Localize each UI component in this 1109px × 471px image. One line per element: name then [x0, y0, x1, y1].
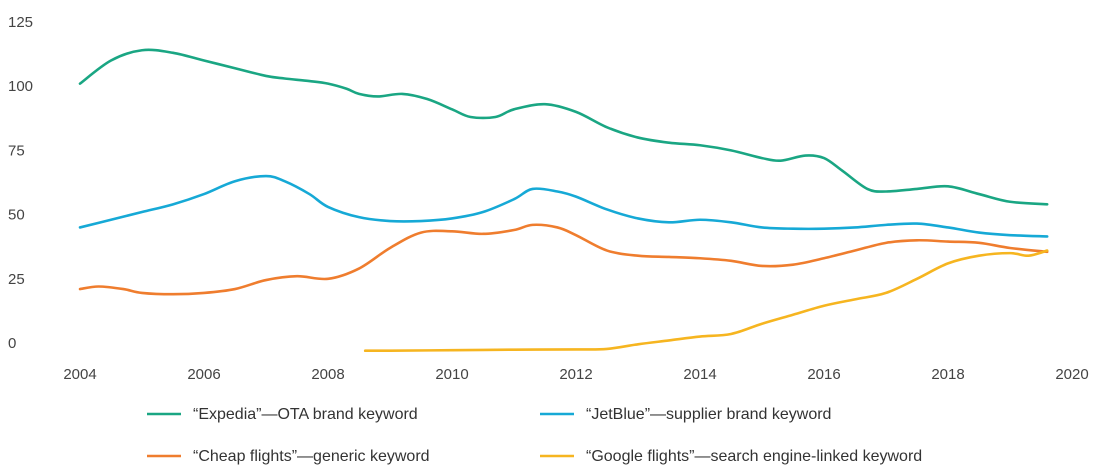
series-line-jetblue — [78, 174, 1049, 238]
y-tick-label: 75 — [8, 142, 25, 159]
x-tick-label: 2004 — [63, 366, 96, 383]
legend-label: “Cheap flights”—generic keyword — [193, 448, 430, 465]
legend-label: “Google flights”—search engine-linked ke… — [586, 448, 922, 465]
x-tick-label: 2008 — [311, 366, 344, 383]
legend-item-jetblue: “JetBlue”—supplier brand keyword — [540, 406, 831, 423]
y-tick-label: 0 — [8, 335, 16, 352]
y-tick-label: 100 — [8, 78, 33, 95]
x-axis-tick-labels: 2004 2006 2008 2010 2012 2014 2016 2018 2020 — [63, 366, 1088, 383]
series-line-cheap-flights — [78, 223, 1049, 296]
x-tick-label: 2006 — [187, 366, 220, 383]
y-tick-label: 125 — [8, 14, 33, 31]
x-tick-label: 2014 — [683, 366, 716, 383]
series-lines — [78, 48, 1049, 353]
series-line-expedia — [78, 48, 1049, 206]
x-tick-label: 2018 — [931, 366, 964, 383]
y-tick-label: 25 — [8, 271, 25, 288]
legend-item-google-flights: “Google flights”—search engine-linked ke… — [540, 448, 922, 465]
x-tick-label: 2020 — [1055, 366, 1088, 383]
legend-item-cheap-flights: “Cheap flights”—generic keyword — [147, 448, 430, 465]
legend-item-expedia: “Expedia”—OTA brand keyword — [147, 406, 418, 423]
x-tick-label: 2012 — [559, 366, 592, 383]
series-line-google-flights — [363, 249, 1049, 353]
legend-label: “Expedia”—OTA brand keyword — [193, 406, 418, 423]
legend-label: “JetBlue”—supplier brand keyword — [586, 406, 831, 423]
y-axis-tick-labels: 0 25 50 75 100 125 — [8, 14, 33, 352]
x-tick-label: 2016 — [807, 366, 840, 383]
x-tick-label: 2010 — [435, 366, 468, 383]
y-tick-label: 50 — [8, 207, 25, 224]
legend: “Expedia”—OTA brand keyword “JetBlue”—sup… — [147, 406, 922, 465]
